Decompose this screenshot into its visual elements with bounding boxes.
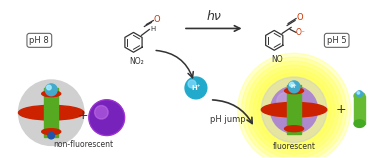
Circle shape [253, 69, 335, 150]
Circle shape [188, 80, 196, 88]
Circle shape [357, 92, 359, 94]
Text: pH jump: pH jump [210, 115, 245, 124]
Circle shape [277, 92, 295, 111]
Circle shape [19, 80, 84, 145]
Circle shape [290, 82, 294, 87]
Bar [354, 96, 365, 124]
Bar [287, 85, 301, 134]
Circle shape [271, 86, 318, 133]
Text: H⁺: H⁺ [291, 84, 297, 89]
Ellipse shape [19, 105, 84, 120]
Text: +: + [335, 103, 346, 116]
Circle shape [185, 77, 207, 99]
Ellipse shape [354, 92, 365, 100]
Circle shape [94, 106, 108, 119]
Text: +: + [77, 109, 88, 122]
Text: fluorescent: fluorescent [273, 142, 316, 151]
Circle shape [45, 84, 57, 96]
Text: O⁻: O⁻ [296, 28, 306, 37]
Text: H: H [150, 26, 156, 32]
Ellipse shape [285, 126, 304, 132]
Circle shape [48, 132, 54, 139]
Text: pH 8: pH 8 [29, 36, 49, 45]
Ellipse shape [354, 120, 365, 127]
Text: H⁺: H⁺ [191, 85, 201, 91]
Text: non-fluorescent: non-fluorescent [53, 140, 113, 149]
Circle shape [257, 73, 331, 146]
Circle shape [249, 65, 339, 154]
Circle shape [245, 61, 342, 158]
Ellipse shape [42, 129, 61, 135]
Circle shape [288, 81, 300, 93]
Text: O: O [296, 13, 303, 22]
Circle shape [89, 100, 125, 136]
Text: NO₂: NO₂ [129, 57, 144, 66]
Text: hν: hν [206, 9, 221, 22]
Ellipse shape [261, 102, 327, 117]
Ellipse shape [42, 91, 61, 97]
Text: NO: NO [271, 55, 283, 64]
Circle shape [242, 57, 347, 158]
Text: pH 5: pH 5 [327, 36, 347, 45]
Bar [44, 88, 59, 137]
Ellipse shape [285, 88, 304, 94]
Circle shape [46, 85, 51, 90]
Circle shape [237, 53, 350, 158]
Text: O: O [153, 15, 160, 24]
Circle shape [261, 77, 327, 143]
Circle shape [356, 91, 363, 97]
